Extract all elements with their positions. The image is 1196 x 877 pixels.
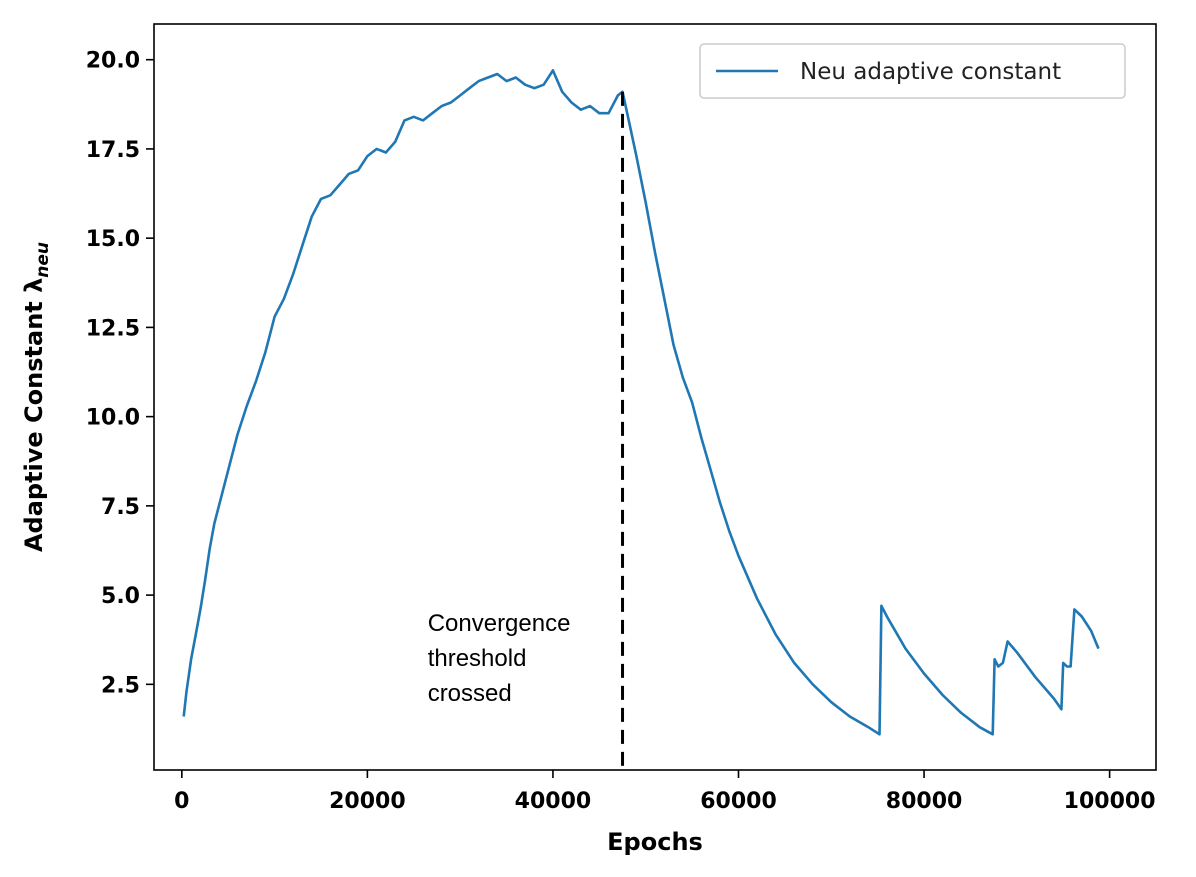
x-tick-label: 0 bbox=[174, 789, 189, 814]
plot-frame bbox=[153, 23, 1157, 771]
x-tick-label: 40000 bbox=[515, 789, 592, 814]
x-tick-label: 60000 bbox=[700, 789, 777, 814]
y-axis-label: Adaptive Constant λneu bbox=[20, 242, 53, 552]
legend-label: Neu adaptive constant bbox=[800, 59, 1061, 85]
y-tick-label: 17.5 bbox=[86, 138, 140, 163]
y-axis-label-subscript: neu bbox=[33, 242, 53, 278]
y-tick-label: 2.5 bbox=[101, 673, 140, 698]
x-tick-label: 20000 bbox=[329, 789, 406, 814]
series-layer bbox=[182, 69, 1100, 736]
x-tick-label: 100000 bbox=[1064, 789, 1156, 814]
legend-box bbox=[699, 43, 1126, 99]
y-tick-label: 7.5 bbox=[101, 495, 140, 520]
ticks-group: 0 20000 40000 60000 80000 100000 2.5 5.0 7.5 10.0… bbox=[86, 49, 1156, 814]
y-tick-label: 5.0 bbox=[101, 584, 140, 609]
annotation-text: Convergence threshold crossed bbox=[428, 610, 577, 707]
annotation-line-2: threshold bbox=[428, 645, 527, 672]
y-tick-label: 15.0 bbox=[86, 227, 140, 252]
annotation-line-3: crossed bbox=[428, 680, 512, 707]
series-line bbox=[182, 69, 1100, 736]
y-axis-label-main: Adaptive Constant λ bbox=[20, 278, 48, 552]
x-axis-label: Epochs bbox=[607, 828, 703, 856]
y-tick-label: 10.0 bbox=[86, 406, 140, 431]
y-tick-label: 20.0 bbox=[86, 49, 140, 74]
x-tick-label: 80000 bbox=[886, 789, 963, 814]
annotation-line-1: Convergence bbox=[428, 610, 571, 637]
legend: Neu adaptive constant bbox=[699, 43, 1126, 99]
y-tick-label: 12.5 bbox=[86, 316, 140, 341]
